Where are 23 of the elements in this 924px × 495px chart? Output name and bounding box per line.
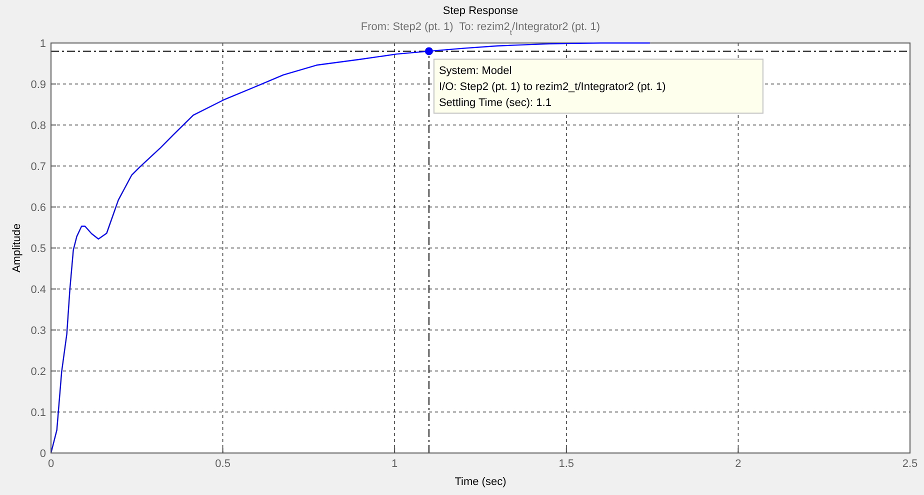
y-tick-label: 0 [40, 448, 46, 460]
y-tick-label: 0.4 [30, 284, 46, 296]
y-tick-label: 0.8 [30, 120, 46, 132]
y-tick-label: 0.2 [30, 366, 46, 378]
x-tick-label: 2 [735, 458, 742, 470]
chart-subtitle: From: Step2 (pt. 1) To: rezim2$_{t}$/Integrator2 (pt. 1) [360, 21, 600, 36]
chart-title: Step Response [442, 5, 518, 17]
annotation: System: Model I/O: Step2 (pt. 1) to rezim2_t/Integrator2 (pt. 1) Settling Time (sec): 1.1 [438, 65, 666, 110]
y-tick-label: 0.1 [30, 407, 46, 419]
x-tick-label: 0 [48, 458, 54, 470]
y-tick-label: 1 [40, 38, 46, 50]
x-tick-label: 1 [392, 458, 398, 470]
x-tick-label: 1.5 [558, 458, 574, 470]
y-tick-label: 0.3 [30, 325, 46, 337]
x-tick-label: 2.5 [902, 458, 918, 470]
y-axis-title: Amplitude [11, 224, 23, 272]
x-tick-label: 0.5 [215, 458, 230, 470]
line-series [50, 42, 650, 454]
y-tick-label: 0.6 [30, 202, 46, 214]
y-tick-label: 0.9 [30, 79, 46, 91]
y-tick-label: 0.5 [30, 243, 46, 255]
y-tick-label: 0.7 [30, 161, 46, 173]
x-axis-title: Time (sec) [454, 476, 506, 488]
